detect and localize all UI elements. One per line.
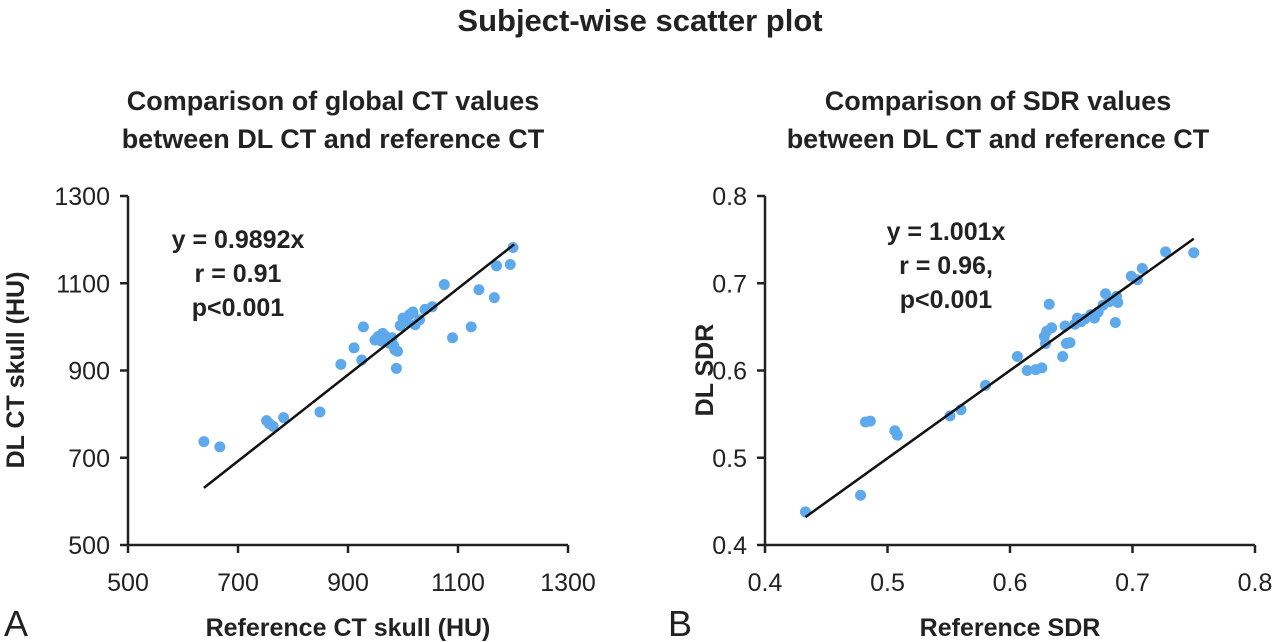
fit-line — [804, 237, 1195, 519]
chart-title-line: Comparison of global CT values — [127, 86, 540, 116]
y-tick-label: 500 — [68, 532, 110, 560]
x-tick-label: 0.4 — [748, 569, 783, 597]
panel-label: A — [4, 603, 28, 642]
x-tick-label: 700 — [217, 569, 259, 597]
data-point — [198, 436, 210, 448]
data-point — [1057, 351, 1069, 363]
y-axis-label: DL SDR — [691, 324, 719, 417]
data-point — [407, 306, 419, 318]
data-point — [1043, 298, 1055, 310]
chart-title-line: between DL CT and reference CT — [787, 124, 1210, 154]
regression-annotation: y = 1.001x — [887, 218, 1006, 246]
data-point — [335, 358, 347, 370]
panel-a: Comparison of global CT values between DL… — [2, 86, 596, 642]
x-tick-label: 1100 — [431, 569, 485, 597]
data-point — [1064, 337, 1076, 349]
data-point — [507, 241, 519, 253]
regression-annotation: p<0.001 — [900, 286, 993, 314]
data-point — [1112, 296, 1124, 308]
y-tick-label: 1300 — [54, 183, 110, 211]
fit-line — [203, 243, 515, 489]
data-point — [465, 321, 477, 333]
data-point — [488, 292, 500, 304]
x-axis-label: Reference SDR — [920, 614, 1101, 642]
x-tick-label: 0.8 — [1238, 569, 1273, 597]
data-point — [278, 412, 290, 424]
data-point — [438, 279, 450, 291]
x-tick-label: 1300 — [540, 569, 596, 597]
data-point — [491, 260, 502, 272]
data-point — [980, 379, 991, 391]
regression-annotation: r = 0.96, — [899, 252, 993, 280]
data-point — [473, 284, 485, 296]
data-point — [1136, 262, 1148, 274]
data-point — [390, 362, 402, 374]
y-tick-label: 0.7 — [712, 270, 747, 298]
data-point — [1188, 247, 1200, 259]
x-tick-label: 0.7 — [1115, 569, 1150, 597]
data-point — [1046, 322, 1058, 334]
y-axis-label: DL CT skull (HU) — [2, 272, 30, 469]
y-tick-label: 700 — [68, 445, 110, 473]
x-tick-label: 0.5 — [870, 569, 905, 597]
data-point — [1011, 351, 1023, 363]
data-point — [447, 332, 458, 344]
y-tick-label: 1100 — [56, 270, 110, 298]
chart-title-line: Comparison of SDR values — [825, 86, 1172, 116]
x-tick-label: 0.6 — [993, 569, 1028, 597]
data-point — [891, 429, 903, 441]
data-point — [1036, 362, 1048, 374]
regression-annotation: y = 0.9892x — [172, 226, 305, 254]
data-point — [1021, 365, 1033, 376]
chart-title-line: between DL CT and reference CT — [122, 124, 545, 154]
data-point — [1160, 246, 1172, 258]
data-point — [944, 410, 956, 422]
data-point — [267, 420, 279, 432]
figure-title: Subject-wise scatter plot — [457, 3, 822, 38]
panel-b: Comparison of SDR values between DL CT an… — [668, 86, 1272, 642]
y-tick-label: 0.4 — [712, 532, 747, 560]
data-point — [504, 258, 516, 270]
data-point — [855, 489, 867, 501]
data-point — [357, 321, 369, 333]
y-tick-label: 0.8 — [712, 183, 747, 211]
data-point — [864, 415, 876, 427]
data-point — [214, 441, 226, 453]
regression-annotation: r = 0.91 — [195, 260, 282, 288]
y-tick-label: 900 — [68, 358, 110, 386]
regression-annotation: p<0.001 — [192, 294, 285, 322]
data-point — [314, 406, 326, 418]
x-axis-label: Reference CT skull (HU) — [206, 614, 491, 642]
data-point — [348, 342, 360, 354]
panel-label: B — [668, 603, 692, 642]
x-tick-label: 900 — [327, 569, 369, 597]
y-tick-label: 0.6 — [712, 358, 747, 386]
data-point — [1109, 317, 1121, 329]
data-point — [392, 345, 403, 357]
x-tick-label: 500 — [107, 569, 149, 597]
y-tick-label: 0.5 — [712, 445, 747, 473]
